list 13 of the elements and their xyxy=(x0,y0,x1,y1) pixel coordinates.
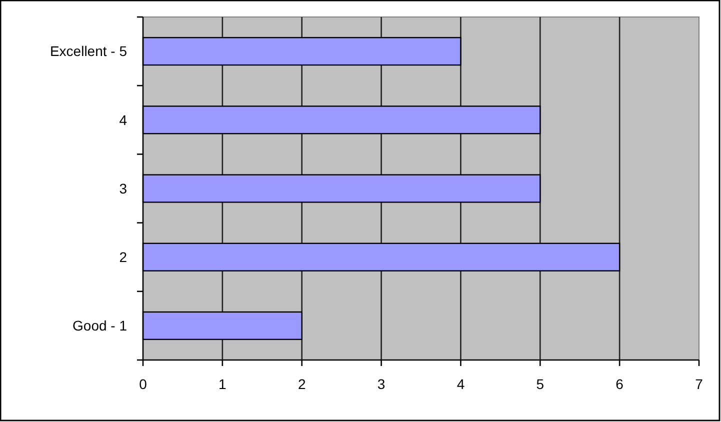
y-tick-label: 2 xyxy=(119,249,128,265)
x-tick-label: 6 xyxy=(616,376,624,392)
y-tick-label: Good - 1 xyxy=(72,318,128,334)
x-tick-label: 4 xyxy=(456,376,465,392)
y-tick-label: Excellent - 5 xyxy=(50,43,128,60)
x-tick-label: 2 xyxy=(298,376,306,392)
y-tick-label: 4 xyxy=(119,112,128,128)
x-tick-label: 5 xyxy=(536,376,544,392)
x-tick-label: 3 xyxy=(377,376,386,392)
x-tick-label: 1 xyxy=(218,376,227,392)
x-tick-label: 0 xyxy=(139,376,148,392)
x-tick-label: 7 xyxy=(695,376,704,392)
y-tick-label: 3 xyxy=(119,180,128,196)
